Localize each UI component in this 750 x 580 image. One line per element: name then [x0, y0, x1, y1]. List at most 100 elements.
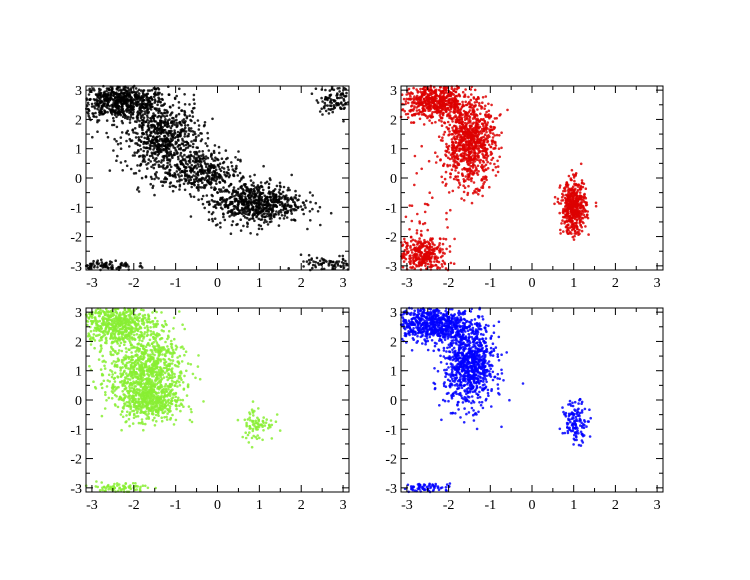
data-point — [464, 175, 468, 178]
data-point — [423, 238, 426, 242]
data-point — [235, 223, 238, 227]
data-point — [443, 261, 446, 265]
data-point — [329, 211, 333, 215]
data-point — [448, 250, 452, 253]
data-point — [191, 159, 195, 163]
data-point — [464, 150, 468, 153]
data-point — [250, 204, 254, 207]
data-point — [229, 232, 233, 235]
data-point — [192, 174, 195, 177]
data-point — [337, 260, 341, 263]
data-point — [409, 235, 413, 239]
data-point — [211, 117, 214, 121]
data-point — [491, 132, 495, 135]
data-point — [470, 177, 474, 180]
data-point — [331, 267, 335, 271]
data-point — [192, 195, 196, 199]
data-point — [328, 89, 332, 92]
data-point — [164, 167, 167, 170]
data-point — [404, 100, 408, 103]
data-point — [215, 182, 218, 185]
data-point — [476, 164, 480, 168]
data-point — [255, 233, 259, 236]
data-point — [244, 195, 247, 198]
data-point — [454, 169, 457, 172]
data-point — [140, 140, 143, 143]
data-point — [201, 158, 204, 161]
data-point — [277, 198, 281, 201]
data-point — [487, 143, 491, 147]
data-point — [458, 130, 461, 133]
data-point — [494, 144, 498, 147]
data-point — [469, 156, 473, 160]
data-point — [426, 257, 430, 260]
data-point — [410, 251, 414, 254]
y-tick-label: -2 — [70, 231, 82, 246]
data-point — [253, 213, 256, 217]
data-point — [324, 95, 327, 99]
data-point — [193, 170, 196, 174]
data-point — [468, 152, 472, 156]
data-point — [467, 128, 470, 131]
data-point — [477, 120, 481, 124]
data-point — [427, 159, 431, 163]
data-point — [86, 266, 90, 270]
data-point — [215, 177, 219, 181]
data-point — [480, 132, 484, 135]
data-point — [102, 94, 106, 98]
data-point — [127, 133, 131, 136]
data-point — [142, 116, 146, 119]
data-point — [568, 214, 572, 218]
data-point — [121, 121, 124, 125]
data-point — [153, 172, 157, 176]
x-tick-label: -3 — [86, 276, 98, 291]
data-point — [406, 101, 410, 105]
data-point — [432, 85, 436, 89]
data-point — [168, 185, 172, 188]
data-point — [475, 168, 478, 172]
data-point — [278, 181, 282, 185]
data-point — [417, 108, 421, 112]
data-point — [240, 178, 243, 181]
data-point — [121, 169, 124, 172]
data-point — [322, 261, 325, 264]
data-point — [562, 187, 566, 190]
data-point — [161, 114, 165, 117]
data-point — [156, 145, 159, 149]
data-point — [189, 127, 193, 130]
data-point — [428, 109, 432, 112]
data-point — [108, 107, 111, 111]
data-point — [470, 124, 473, 128]
data-point — [560, 222, 563, 225]
data-point — [183, 124, 187, 127]
data-point — [290, 173, 294, 177]
data-point — [120, 264, 124, 267]
data-point — [129, 113, 133, 117]
data-point — [133, 127, 137, 130]
data-point — [106, 110, 109, 114]
data-point — [450, 133, 454, 136]
data-point — [415, 94, 419, 98]
data-point — [114, 102, 117, 106]
data-point — [183, 140, 186, 144]
data-point — [338, 96, 342, 100]
data-point — [117, 105, 121, 108]
data-point — [338, 90, 341, 93]
data-point — [182, 149, 186, 152]
data-point — [472, 158, 476, 161]
data-point — [468, 162, 472, 165]
data-point — [305, 199, 308, 203]
data-point — [200, 166, 204, 169]
data-point — [436, 99, 440, 103]
data-point — [217, 173, 221, 176]
data-point — [189, 118, 192, 122]
data-point — [405, 250, 409, 253]
data-point — [460, 172, 464, 175]
data-point — [294, 204, 297, 208]
data-point — [439, 158, 442, 161]
data-point — [93, 266, 96, 269]
data-point — [155, 176, 158, 179]
data-point — [323, 101, 327, 105]
data-point — [162, 121, 165, 125]
data-point — [181, 128, 184, 131]
